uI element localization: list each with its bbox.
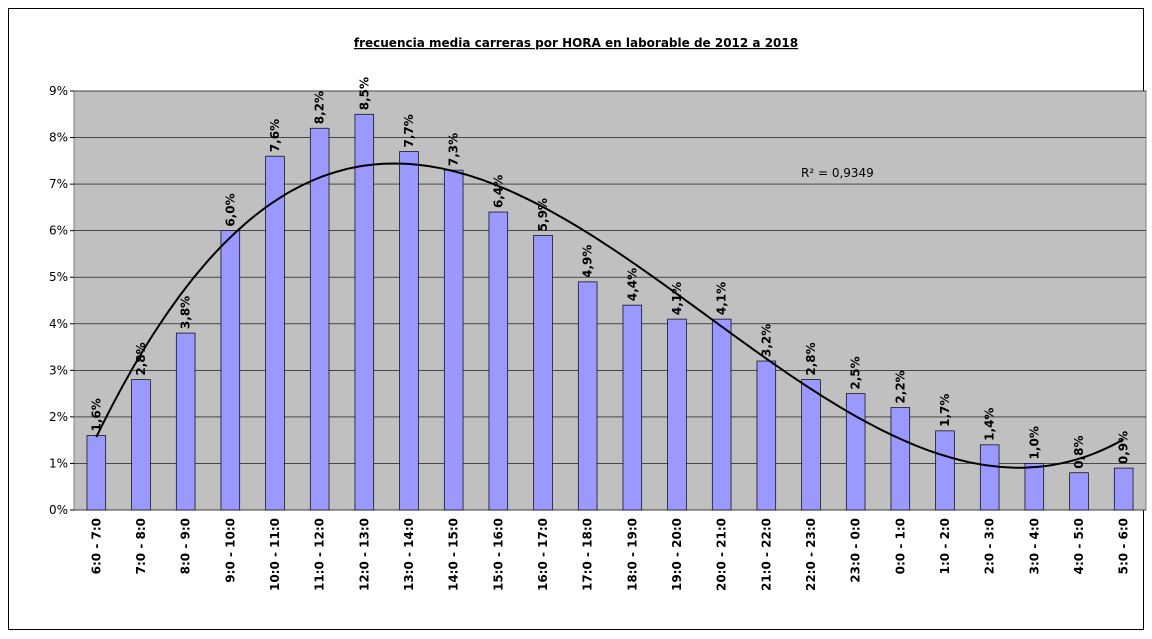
x-tick-label: 6:0 - 7:0 [89, 518, 103, 574]
x-tick-label: 20:0 - 21:0 [715, 518, 729, 591]
x-tick-label: 5:0 - 6:0 [1117, 518, 1131, 574]
bar [845, 393, 866, 511]
x-tick-label: 0:0 - 1:0 [893, 518, 907, 574]
value-label: 4,1% [715, 282, 729, 315]
value-label: 7,6% [268, 119, 282, 152]
x-tick-label: 11:0 - 12:0 [313, 518, 327, 591]
bar [756, 360, 777, 511]
bar [711, 318, 732, 511]
x-tick-label: 4:0 - 5:0 [1072, 518, 1086, 574]
value-label: 2,8% [804, 342, 818, 375]
value-label: 4,4% [625, 268, 639, 301]
value-label: 4,9% [581, 245, 595, 278]
y-tick-label: 6% [49, 224, 68, 238]
bar [667, 318, 687, 511]
bar [354, 113, 375, 511]
y-tick-label: 3% [49, 363, 68, 377]
bar [131, 379, 151, 511]
x-tick-label: 12:0 - 13:0 [357, 518, 371, 591]
x-tick-label: 18:0 - 19:0 [625, 518, 639, 591]
y-tick-label: 1% [49, 456, 68, 470]
x-tick-label: 7:0 - 8:0 [134, 518, 148, 574]
x-tick-label: 19:0 - 20:0 [670, 518, 684, 591]
value-label: 6,0% [223, 193, 237, 226]
y-tick-label: 7% [49, 177, 68, 191]
bar [801, 379, 821, 511]
bar [265, 155, 285, 511]
chart-title: frecuencia media carreras por HORA en la… [354, 36, 798, 50]
x-tick-label: 13:0 - 14:0 [402, 518, 416, 591]
value-label: 7,7% [402, 114, 416, 147]
bar [1069, 472, 1089, 511]
bar [1024, 463, 1045, 511]
value-label: 0,8% [1072, 435, 1086, 468]
bar [86, 435, 107, 511]
bar [488, 211, 509, 511]
value-label: 6,4% [491, 175, 505, 208]
value-label: 0,9% [1117, 431, 1131, 464]
value-label: 3,2% [759, 324, 773, 357]
value-label: 1,4% [983, 408, 997, 441]
y-tick-label: 2% [49, 410, 68, 424]
bar [1113, 467, 1134, 511]
x-tick-label: 8:0 - 9:0 [179, 518, 193, 574]
value-label: 3,8% [179, 296, 193, 329]
value-label: 1,7% [938, 394, 952, 427]
x-tick-label: 17:0 - 18:0 [581, 518, 595, 591]
bar [577, 281, 598, 511]
bar [309, 127, 330, 511]
x-tick-label: 1:0 - 2:0 [938, 518, 952, 574]
bar [533, 234, 553, 511]
value-label: 1,0% [1027, 426, 1041, 459]
x-tick-label: 10:0 - 11:0 [268, 518, 282, 591]
bar [622, 304, 643, 511]
bar [175, 332, 196, 511]
trendline [95, 162, 1125, 469]
x-tick-label: 22:0 - 23:0 [804, 518, 818, 591]
x-tick-label: 14:0 - 15:0 [447, 518, 461, 591]
value-label: 8,5% [357, 77, 371, 110]
x-tick-label: 2:0 - 3:0 [983, 518, 997, 574]
trendline-annotation: R² = 0,9349 [801, 166, 874, 180]
x-tick-label: 23:0 - 0:0 [849, 518, 863, 583]
x-tick-label: 9:0 - 10:0 [223, 518, 237, 583]
value-label: 5,9% [536, 198, 550, 231]
bar [890, 407, 911, 511]
value-label: 7,3% [447, 133, 461, 166]
x-tick-label: 15:0 - 16:0 [491, 518, 505, 591]
y-tick-label: 4% [49, 317, 68, 331]
y-tick-label: 5% [49, 270, 68, 284]
x-tick-label: 3:0 - 4:0 [1027, 518, 1041, 574]
value-label: 2,2% [893, 370, 907, 403]
bar [935, 430, 955, 511]
value-label: 1,6% [89, 398, 103, 431]
y-tick-label: 8% [49, 131, 68, 145]
value-label: 8,2% [313, 91, 327, 124]
bar [220, 230, 241, 511]
x-tick-label: 16:0 - 17:0 [536, 518, 550, 591]
bar [399, 151, 419, 511]
plot-area [73, 90, 1147, 511]
bar [979, 444, 1000, 511]
bar [443, 169, 464, 511]
value-label: 4,1% [670, 282, 684, 315]
x-tick-label: 21:0 - 22:0 [759, 518, 773, 591]
y-tick-label: 0% [49, 503, 68, 517]
y-tick-label: 9% [49, 84, 68, 98]
value-label: 2,5% [849, 356, 863, 389]
value-label: 2,8% [134, 342, 148, 375]
